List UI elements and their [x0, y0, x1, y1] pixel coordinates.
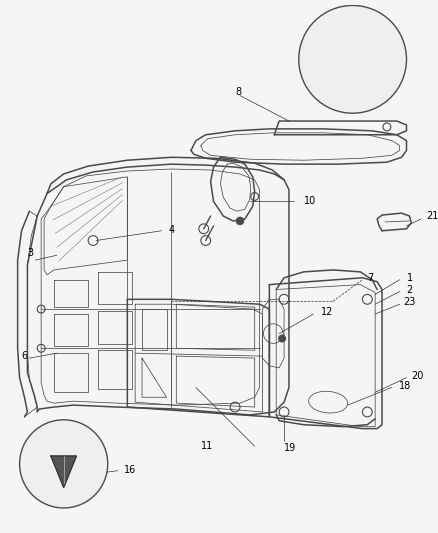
- Text: 11: 11: [201, 441, 213, 451]
- Text: 23: 23: [403, 297, 416, 307]
- Circle shape: [299, 5, 406, 113]
- Circle shape: [236, 217, 244, 225]
- Polygon shape: [51, 456, 76, 487]
- Text: 2: 2: [406, 285, 413, 295]
- Circle shape: [279, 335, 286, 342]
- Text: 12: 12: [321, 307, 334, 317]
- Text: 21: 21: [426, 211, 438, 221]
- Text: 20: 20: [411, 371, 424, 381]
- Text: 10: 10: [304, 196, 316, 206]
- Text: 18: 18: [399, 381, 411, 391]
- Text: 8: 8: [235, 87, 241, 96]
- Text: 6: 6: [21, 351, 28, 361]
- Text: 3: 3: [28, 248, 34, 259]
- Text: 19: 19: [284, 443, 297, 453]
- Text: 7: 7: [367, 273, 374, 283]
- Text: 4: 4: [169, 225, 175, 235]
- Circle shape: [20, 420, 108, 508]
- Text: 1: 1: [406, 273, 413, 283]
- Text: 16: 16: [124, 465, 137, 475]
